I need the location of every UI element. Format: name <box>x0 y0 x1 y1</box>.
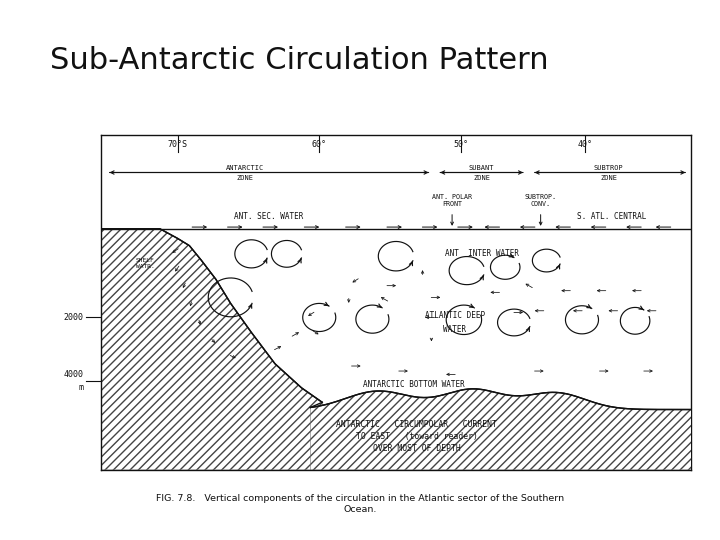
Text: m: m <box>78 383 83 392</box>
Text: 2000: 2000 <box>63 313 83 322</box>
Polygon shape <box>101 229 322 470</box>
Text: SUBANT: SUBANT <box>469 165 495 171</box>
Text: OVER MOST OF DEPTH: OVER MOST OF DEPTH <box>373 443 461 453</box>
Text: 70°S: 70°S <box>168 140 187 149</box>
Text: ZONE: ZONE <box>237 175 254 181</box>
Polygon shape <box>310 389 691 470</box>
Text: ANT. SEC. WATER: ANT. SEC. WATER <box>235 212 304 221</box>
Text: Sub-Antarctic Circulation Pattern: Sub-Antarctic Circulation Pattern <box>50 46 549 75</box>
Text: ZONE: ZONE <box>600 175 617 181</box>
Text: SUBTROP.
CONV.: SUBTROP. CONV. <box>525 194 557 207</box>
Text: 40°: 40° <box>577 140 593 149</box>
Text: TO EAST   (toward reader): TO EAST (toward reader) <box>356 432 477 441</box>
Text: ATLANTIC DEEP: ATLANTIC DEEP <box>425 311 485 320</box>
Text: 4000: 4000 <box>63 370 83 379</box>
Text: ZONE: ZONE <box>473 175 490 181</box>
Text: ANTARCTIC: ANTARCTIC <box>226 165 264 171</box>
Text: ANT  INTER WATER: ANT INTER WATER <box>445 249 518 258</box>
Text: SHELF
WATR.: SHELF WATR. <box>135 259 155 269</box>
Text: 60°: 60° <box>312 140 327 149</box>
Text: FIG. 7.8.   Vertical components of the circulation in the Atlantic sector of the: FIG. 7.8. Vertical components of the cir… <box>156 494 564 515</box>
Text: ANT. POLAR
FRONT: ANT. POLAR FRONT <box>432 194 472 207</box>
Text: S. ATL. CENTRAL: S. ATL. CENTRAL <box>577 212 646 221</box>
Text: WATER: WATER <box>444 325 467 334</box>
Text: ANTARCTIC BOTTOM WATER: ANTARCTIC BOTTOM WATER <box>363 380 464 389</box>
Text: SUBTROP: SUBTROP <box>594 165 624 171</box>
Text: ANTARCTIC   CIRCUMPOLAR   CURRENT: ANTARCTIC CIRCUMPOLAR CURRENT <box>336 420 497 429</box>
Text: 50°: 50° <box>454 140 469 149</box>
